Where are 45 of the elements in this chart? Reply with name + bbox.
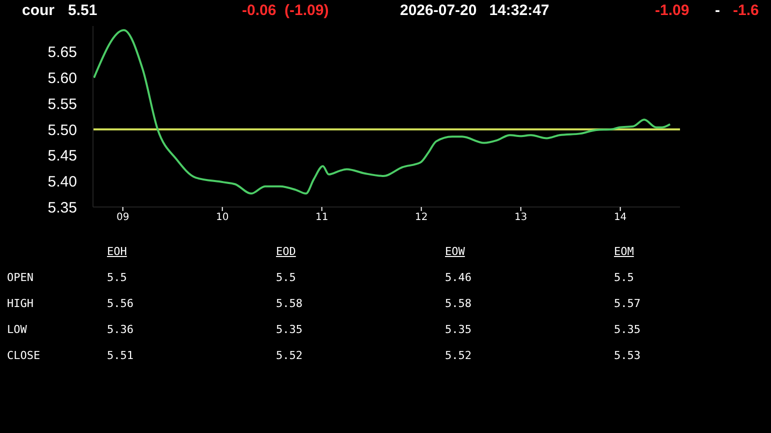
text: OPEN	[7, 271, 34, 284]
text: 5.35	[276, 323, 302, 336]
x-tick-label: 10	[216, 212, 229, 224]
y-tick-label: 5.60	[48, 70, 77, 88]
text: EOM	[614, 245, 634, 258]
text: -0.06 (-1.09)	[242, 2, 329, 19]
text: 5.51	[107, 349, 134, 362]
text: 2026-07-20 14:32:47	[400, 2, 550, 19]
text: 5.57	[614, 297, 640, 310]
x-tick-label: 14	[614, 212, 627, 224]
text: EOH	[107, 245, 127, 258]
text: -1.6	[733, 2, 759, 19]
y-tick-label: 5.40	[48, 173, 77, 190]
text: CLOSE	[7, 349, 40, 362]
text: 5.58	[445, 297, 472, 310]
text: 5.58	[276, 297, 302, 310]
text: EOW	[445, 245, 465, 258]
x-tick-label: 13	[514, 212, 528, 224]
text: 5.36	[107, 323, 134, 336]
text: 5.46	[445, 271, 472, 284]
text: 5.35	[614, 323, 640, 336]
text: HIGH	[7, 297, 34, 310]
chart-title: cour	[22, 2, 55, 19]
y-tick-label: 5.45	[48, 148, 77, 165]
text: -	[715, 2, 720, 19]
text: 5.51	[68, 2, 98, 19]
text: EOD	[276, 245, 296, 258]
y-tick-label: 5.50	[48, 122, 77, 139]
text: 5.5	[276, 271, 296, 284]
text: 5.56	[107, 297, 134, 310]
line-series	[93, 29, 672, 195]
text: 5.5	[614, 271, 634, 284]
x-tick-label: 09	[116, 212, 130, 224]
text: -1.09	[655, 2, 690, 19]
text: 5.52	[445, 349, 472, 362]
text: LOW	[7, 323, 27, 336]
y-tick-label: 5.35	[48, 199, 77, 216]
text: 5.35	[445, 323, 472, 336]
x-tick-label: 11	[315, 212, 328, 224]
text: 5.52	[276, 349, 302, 362]
text: 5.53	[614, 349, 640, 362]
x-tick-label: 12	[414, 212, 428, 224]
y-tick-label: 5.65	[48, 44, 77, 62]
y-tick-label: 5.55	[48, 96, 77, 113]
text: 5.5	[107, 271, 127, 284]
